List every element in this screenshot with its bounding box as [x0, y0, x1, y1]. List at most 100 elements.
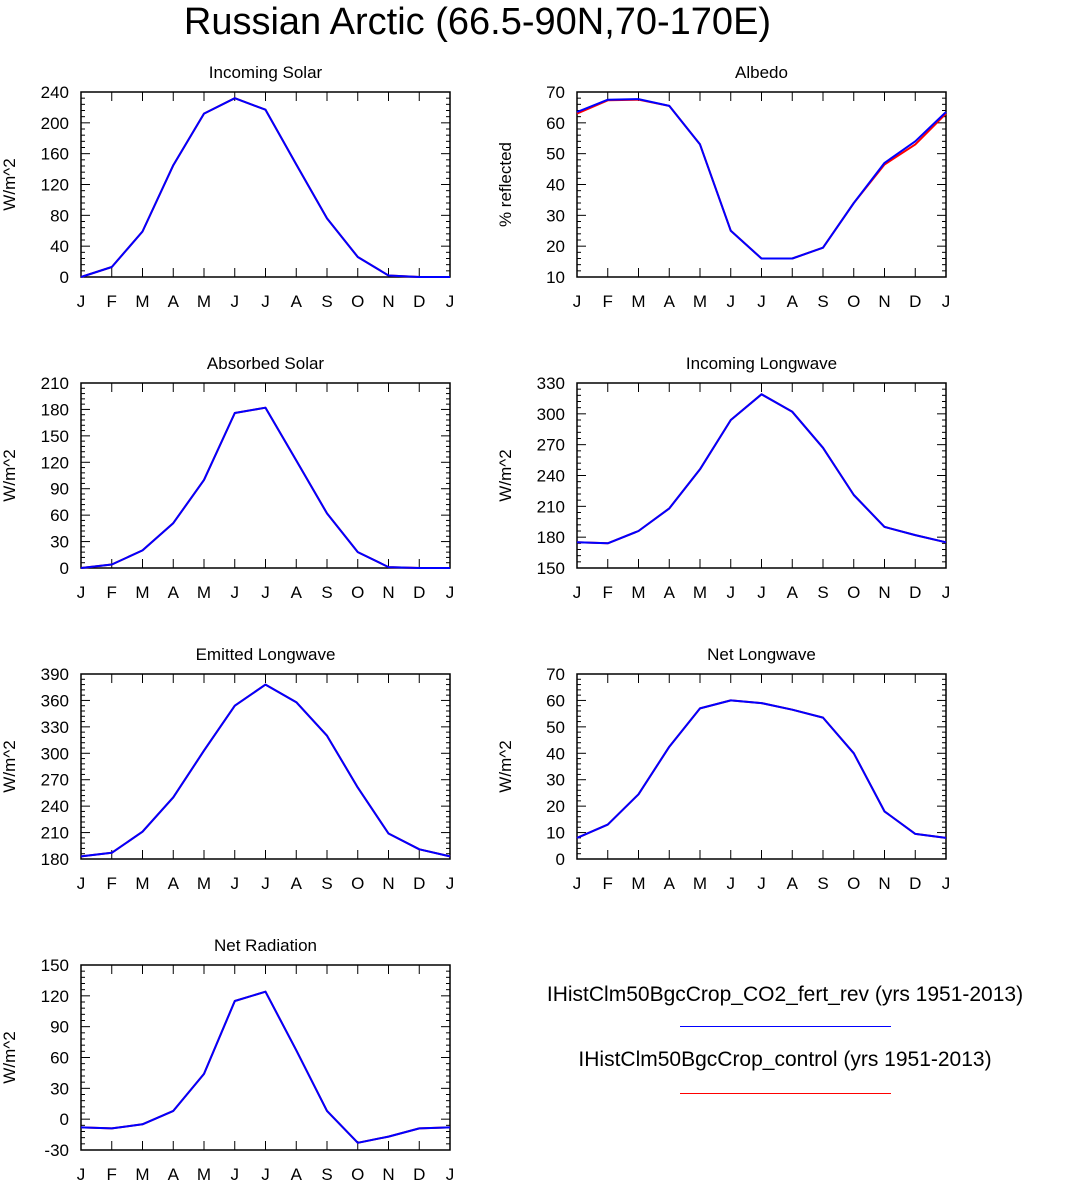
series-line-co2-fert-rev	[576, 699, 947, 839]
y-axis-label: W/m^2	[496, 449, 515, 501]
series-line-control	[80, 683, 451, 858]
x-tick-label: J	[727, 874, 736, 893]
series-line-control	[80, 406, 450, 569]
x-tick-label: A	[168, 1165, 180, 1184]
x-tick-label: A	[664, 292, 676, 311]
x-tick-label: N	[382, 583, 394, 602]
y-tick-label: 90	[50, 1018, 69, 1037]
x-tick-label: J	[757, 292, 766, 311]
x-tick-label: J	[77, 292, 86, 311]
x-tick-label: J	[573, 874, 582, 893]
y-tick-label: 80	[50, 206, 69, 225]
figure-title: Russian Arctic (66.5-90N,70-170E)	[183, 1, 772, 43]
y-tick-label: 240	[41, 797, 69, 816]
x-tick-label: D	[909, 583, 921, 602]
panel-title: Net Longwave	[707, 645, 816, 664]
y-tick-label: 50	[546, 718, 565, 737]
x-tick-label: O	[351, 583, 364, 602]
x-tick-label: J	[231, 292, 240, 311]
x-tick-label: S	[817, 583, 828, 602]
x-tick-label: J	[942, 583, 951, 602]
y-axis-label: % reflected	[496, 142, 515, 227]
plot-frame	[80, 382, 451, 569]
x-tick-label: A	[168, 583, 180, 602]
panel-title: Emitted Longwave	[196, 645, 336, 664]
x-tick-label: O	[351, 292, 364, 311]
y-tick-label: 30	[546, 771, 565, 790]
y-tick-label: 0	[60, 1110, 69, 1129]
x-tick-label: N	[382, 1165, 394, 1184]
x-tick-label: F	[107, 1165, 117, 1184]
y-tick-label: 70	[546, 83, 565, 102]
x-tick-label: M	[631, 583, 645, 602]
x-tick-label: J	[77, 874, 86, 893]
x-tick-label: J	[261, 583, 270, 602]
y-tick-label: 300	[537, 405, 565, 424]
y-tick-label: 0	[60, 559, 69, 578]
x-tick-label: J	[261, 874, 270, 893]
y-tick-label: 270	[41, 771, 69, 790]
y-tick-label: 150	[537, 559, 565, 578]
y-tick-label: 210	[41, 824, 69, 843]
x-tick-label: S	[817, 874, 828, 893]
x-tick-label: M	[693, 583, 707, 602]
x-tick-label: M	[631, 874, 645, 893]
x-tick-label: A	[664, 874, 676, 893]
x-tick-label: M	[135, 292, 149, 311]
legend-line-control	[680, 1093, 891, 1094]
y-axis-label: W/m^2	[0, 740, 19, 792]
series-line-co2-fert-rev	[576, 98, 947, 260]
y-tick-label: 70	[546, 665, 565, 684]
y-tick-label: 150	[41, 956, 69, 975]
panel-title: Net Radiation	[214, 936, 317, 955]
x-tick-label: D	[413, 292, 425, 311]
y-tick-label: 330	[537, 374, 565, 393]
y-tick-label: 30	[50, 533, 69, 552]
series-line-control	[576, 699, 947, 839]
x-tick-label: J	[446, 583, 455, 602]
y-tick-label: 180	[41, 400, 69, 419]
x-tick-label: J	[261, 292, 270, 311]
y-tick-label: 90	[50, 480, 69, 499]
x-tick-label: J	[573, 292, 582, 311]
y-tick-label: 160	[41, 145, 69, 164]
y-tick-label: 10	[546, 824, 565, 843]
y-tick-label: 20	[546, 237, 565, 256]
y-tick-label: 60	[546, 691, 565, 710]
x-tick-label: F	[603, 874, 613, 893]
x-tick-label: N	[878, 874, 890, 893]
x-tick-label: M	[693, 874, 707, 893]
plot-frame	[576, 91, 947, 278]
x-tick-label: M	[631, 292, 645, 311]
y-tick-label: 40	[50, 237, 69, 256]
x-tick-label: S	[321, 1165, 332, 1184]
x-tick-label: A	[291, 292, 303, 311]
y-axis-label: W/m^2	[0, 1031, 19, 1083]
x-tick-label: J	[231, 874, 240, 893]
y-tick-label: 30	[546, 206, 565, 225]
x-tick-label: M	[197, 1165, 211, 1184]
y-tick-label: 20	[546, 797, 565, 816]
y-tick-label: -30	[44, 1141, 69, 1160]
x-tick-label: D	[909, 874, 921, 893]
series-line-co2-fert-rev	[80, 990, 451, 1144]
y-tick-label: 270	[537, 436, 565, 455]
y-tick-label: 180	[537, 528, 565, 547]
y-axis-label: W/m^2	[496, 740, 515, 792]
x-tick-label: J	[446, 874, 455, 893]
y-tick-label: 240	[41, 83, 69, 102]
series-line-co2-fert-rev	[80, 97, 450, 278]
x-tick-label: J	[727, 292, 736, 311]
x-tick-label: A	[168, 292, 180, 311]
x-tick-label: N	[878, 292, 890, 311]
x-tick-label: O	[351, 874, 364, 893]
x-tick-label: O	[351, 1165, 364, 1184]
x-tick-label: M	[197, 583, 211, 602]
legend-label-co2-fert-rev: IHistClm50BgcCrop_CO2_fert_rev (yrs 1951…	[546, 983, 1024, 1006]
y-tick-label: 120	[41, 987, 69, 1006]
series-line-control	[80, 97, 450, 278]
y-tick-label: 60	[50, 1049, 69, 1068]
panel-title: Incoming Longwave	[686, 354, 837, 373]
